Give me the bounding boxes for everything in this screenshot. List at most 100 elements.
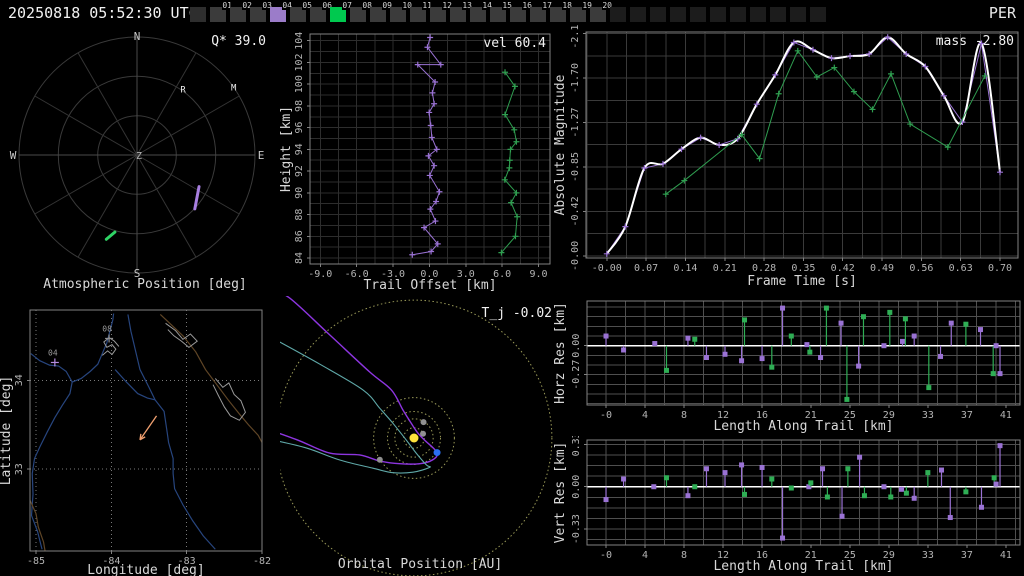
- meteoroid-orbit-0: [280, 296, 439, 465]
- x-tick-label: 0.42: [831, 263, 855, 274]
- planet-venus: [420, 419, 427, 426]
- x-axis-label: Length Along Trail [km]: [713, 559, 893, 574]
- camera-cell-label: 15: [502, 1, 512, 10]
- ground-track-arrow: [139, 415, 158, 441]
- x-tick-label: -9.0: [308, 269, 332, 280]
- y-tick-label: -1.27: [570, 107, 581, 137]
- y-tick-label: 92: [294, 165, 305, 177]
- y-tick-label: 84: [294, 252, 305, 264]
- meteor-track-0: [193, 185, 201, 211]
- x-tick-label: 29: [883, 410, 895, 421]
- vertical-residuals-chart: -0 4 8 12 16 21 25 29 33 37 41 0.33 0.00 -0.33 Length …: [554, 436, 1021, 574]
- y-tick-label: -0.33: [571, 514, 582, 544]
- camera-cell-05: 05: [290, 1, 312, 22]
- urban-areas: [101, 322, 246, 421]
- camera-cell-empty: [670, 7, 686, 22]
- x-tick-label: 4: [642, 550, 648, 561]
- camera-cell-empty: [610, 7, 626, 22]
- trail-offset-chart: -9.0 -6.0 -3.0 0.0 3.0 6.0 9.0 84 86 88 90 92 94 96 98…: [280, 32, 551, 293]
- residual-points: [603, 443, 1003, 541]
- planet-orbit: [373, 397, 455, 479]
- panel-title: Orbital Position [AU]: [338, 557, 502, 572]
- panel-title: Atmospheric Position [deg]: [43, 277, 247, 292]
- x-tick-label: 0.0: [420, 269, 438, 280]
- x-tick-label: 25: [844, 550, 856, 561]
- plot-frame: [586, 439, 1021, 546]
- magnitude-plot: -0.00 0.07 0.14 0.21 0.28 0.35 0.42 0.49 0.56 0.6…: [554, 24, 1019, 289]
- radiant-label-M: M: [231, 83, 237, 93]
- camera-cell-13: 13: [450, 1, 472, 22]
- camera-cell-15: 15: [490, 1, 512, 22]
- map-plot: 04 08 -85 -84 -83 -82 33 34 Longitude [deg] Latit…: [0, 309, 271, 576]
- station-marker-08: [105, 334, 114, 343]
- sun: [409, 433, 419, 443]
- meteoroid-orbit-1: [280, 341, 431, 474]
- y-tick-label: 0.00: [571, 334, 582, 358]
- camera-cell-empty: [730, 7, 746, 22]
- axis-ticks: [307, 40, 539, 267]
- horizontal-residuals-chart: -0 4 8 12 16 21 25 29 33 37 41 0.00 -0.27 Length Alon…: [554, 300, 1021, 434]
- series-lightcurve-purple: [603, 34, 1004, 257]
- x-tick-label: -6.0: [345, 269, 369, 280]
- y-tick-label: 86: [294, 230, 305, 242]
- plot-frame: [585, 31, 1019, 259]
- x-tick-label: -0: [600, 410, 612, 421]
- camera-cell-label: 12: [442, 1, 452, 10]
- camera-cell-label: 09: [382, 1, 392, 10]
- x-tick-label: 0.49: [870, 263, 894, 274]
- camera-cell-11: 11: [410, 1, 432, 22]
- compass-south: S: [134, 267, 141, 280]
- camera-cell-label: 10: [402, 1, 412, 10]
- axis-ticks: [584, 345, 1007, 408]
- x-tick-label: -3.0: [381, 269, 405, 280]
- plot-frame: [29, 309, 263, 552]
- x-tick-label: 41: [1000, 410, 1012, 421]
- camera-cell-01: 01: [210, 1, 232, 22]
- y-tick-label: 98: [294, 100, 305, 112]
- x-tick-label: 0.28: [752, 263, 776, 274]
- x-tick-label: 0.35: [791, 263, 815, 274]
- x-tick-label: 0.21: [713, 263, 737, 274]
- camera-cell-16: 16: [510, 1, 532, 22]
- camera-cell-empty: [810, 7, 826, 22]
- x-tick-label: 21: [805, 550, 817, 561]
- planet-orbit: [394, 418, 434, 458]
- state-borders: [30, 314, 262, 551]
- y-tick-label: 0.00: [571, 475, 582, 499]
- polar-plot: N S E W Z R M Atmospheric Position [deg] Q* 39.0: [10, 30, 266, 292]
- x-tick-label: 37: [961, 410, 973, 421]
- y-axis-label: Absolute Magnitude: [554, 74, 568, 215]
- y-tick-label: -0.85: [570, 152, 581, 182]
- radiant-label-R: R: [180, 85, 186, 95]
- x-tick-label: 12: [717, 410, 729, 421]
- compass-west: W: [10, 149, 17, 162]
- y-tick-label: 88: [294, 209, 305, 221]
- camera-cell-12: 12: [430, 1, 452, 22]
- axis-ticks: [27, 379, 263, 554]
- rivers: [30, 313, 216, 550]
- x-tick-label: -83: [178, 556, 196, 567]
- x-tick-label: 33: [922, 410, 934, 421]
- camera-cell-label: 18: [562, 1, 572, 10]
- y-tick-label: 104: [294, 32, 305, 50]
- camera-cell-label: 07: [342, 1, 352, 10]
- x-tick-label: -0.00: [592, 263, 622, 274]
- camera-cell-empty: [790, 7, 806, 22]
- camera-cell-20: 20: [590, 1, 612, 22]
- camera-cell-label: 20: [602, 1, 612, 10]
- x-tick-label: 21: [805, 410, 817, 421]
- x-tick-label: 12: [717, 550, 729, 561]
- planet-earth: [433, 449, 441, 457]
- y-tick-label: 100: [294, 75, 305, 93]
- camera-cell-label: 13: [462, 1, 472, 10]
- x-tick-label: 33: [922, 550, 934, 561]
- x-tick-label: 25: [844, 410, 856, 421]
- camera-cell-label: 11: [422, 1, 432, 10]
- x-tick-label: 8: [681, 410, 687, 421]
- orbital-position-chart: Orbital Position [AU] T_j -0.02: [280, 296, 553, 576]
- planet-mars: [376, 456, 383, 463]
- x-tick-label: -84: [102, 556, 120, 567]
- camera-cell-label: 16: [522, 1, 532, 10]
- x-tick-label: 0.07: [634, 263, 658, 274]
- camera-cell-02: 02: [230, 1, 252, 22]
